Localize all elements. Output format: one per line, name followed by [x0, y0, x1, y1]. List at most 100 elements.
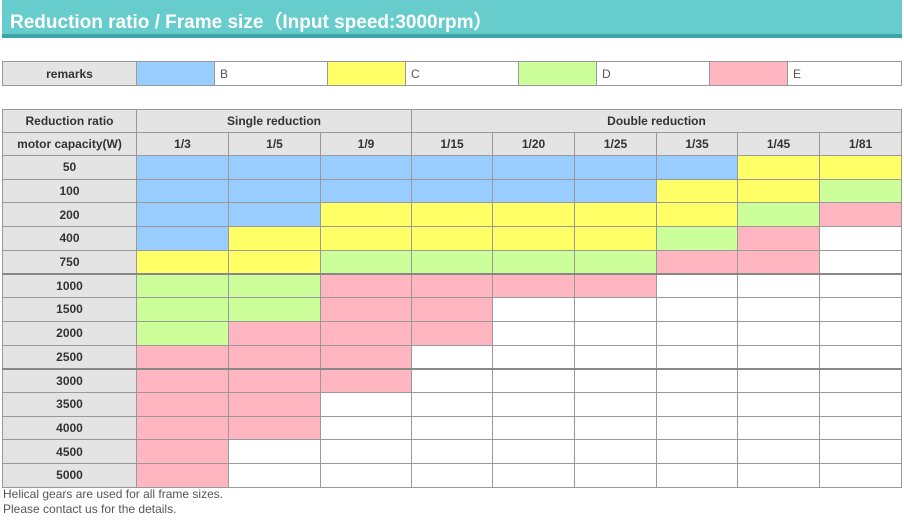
frame-cell-b	[574, 178, 657, 204]
frame-cell-empty	[574, 297, 657, 322]
capacity-cell: 3000	[2, 367, 137, 393]
table-row: 4500	[2, 439, 903, 464]
frame-cell-c	[136, 249, 229, 275]
frame-cell-e	[411, 297, 493, 322]
ratio-header: 1/35	[656, 132, 738, 156]
frame-cell-c	[228, 249, 321, 275]
frame-cell-empty	[574, 462, 657, 488]
frame-cell-b	[228, 178, 321, 204]
remarks-swatch-d	[518, 61, 597, 86]
frame-cell-b	[228, 202, 321, 228]
frame-cell-b	[411, 178, 493, 204]
frame-cell-b	[492, 178, 575, 204]
frame-cell-empty	[574, 344, 657, 370]
table-row: 2000	[2, 320, 903, 346]
frame-cell-e	[320, 272, 412, 299]
frame-cell-empty	[656, 462, 738, 488]
table-row: 400	[2, 226, 903, 251]
frame-cell-c	[320, 226, 412, 251]
frame-cell-empty	[411, 367, 493, 393]
capacity-cell: 4500	[2, 439, 137, 464]
frame-cell-empty	[818, 249, 903, 275]
remarks-code-e: E	[787, 61, 902, 86]
frame-cell-b	[320, 178, 412, 204]
frame-cell-empty	[818, 415, 903, 441]
table-row: 4000	[2, 415, 903, 441]
frame-cell-empty	[818, 462, 903, 488]
footer-note-helical: Helical gears are used for all frame siz…	[3, 487, 224, 501]
page-title: Reduction ratio / Frame size（Input speed…	[10, 12, 493, 33]
frame-cell-empty	[492, 391, 575, 417]
frame-cell-c	[574, 202, 657, 228]
frame-cell-c	[228, 226, 321, 251]
frame-cell-empty	[737, 415, 820, 441]
frame-cell-empty	[492, 415, 575, 441]
frame-cell-c	[737, 178, 820, 204]
frame-cell-empty	[818, 391, 903, 417]
frame-size-table: Reduction ratio Single reduction Double …	[2, 109, 903, 488]
frame-cell-e	[136, 415, 229, 441]
frame-cell-e	[320, 297, 412, 322]
frame-cell-e	[136, 439, 229, 464]
table-row: 3000	[2, 367, 903, 393]
ratio-header: 1/81	[818, 132, 903, 156]
frame-cell-empty	[656, 272, 738, 299]
frame-cell-empty	[656, 320, 738, 346]
frame-cell-empty	[818, 344, 903, 370]
frame-cell-e	[228, 391, 321, 417]
remarks-code-d: D	[596, 61, 710, 86]
table-row: 200	[2, 202, 903, 228]
ratio-header: 1/45	[737, 132, 820, 156]
frame-cell-c	[818, 155, 903, 180]
corner-header-ratio: Reduction ratio	[2, 109, 137, 133]
frame-cell-b	[136, 178, 229, 204]
frame-cell-empty	[737, 320, 820, 346]
frame-cell-empty	[411, 415, 493, 441]
frame-cell-d	[574, 249, 657, 275]
frame-cell-empty	[574, 415, 657, 441]
ratio-header: 1/9	[320, 132, 412, 156]
frame-cell-c	[492, 202, 575, 228]
frame-cell-b	[411, 155, 493, 180]
frame-cell-d	[228, 297, 321, 322]
frame-cell-b	[136, 226, 229, 251]
frame-cell-e	[737, 249, 820, 275]
frame-cell-c	[411, 202, 493, 228]
footer-notes: Helical gears are used for all frame siz…	[3, 487, 223, 517]
frame-cell-d	[411, 249, 493, 275]
frame-cell-e	[320, 320, 412, 346]
frame-cell-empty	[656, 391, 738, 417]
frame-cell-empty	[737, 462, 820, 488]
frame-cell-empty	[818, 226, 903, 251]
frame-cell-empty	[492, 320, 575, 346]
frame-cell-empty	[574, 367, 657, 393]
frame-cell-e	[818, 202, 903, 228]
frame-cell-b	[320, 155, 412, 180]
frame-cell-d	[492, 249, 575, 275]
table-row: 3500	[2, 391, 903, 417]
table-row: 2500	[2, 344, 903, 370]
remarks-swatch-b	[136, 61, 215, 86]
table-row: 50	[2, 155, 903, 180]
frame-cell-empty	[228, 439, 321, 464]
frame-cell-empty	[737, 272, 820, 299]
frame-cell-e	[737, 226, 820, 251]
table-row: 100	[2, 178, 903, 204]
frame-cell-e	[136, 367, 229, 393]
frame-cell-empty	[818, 320, 903, 346]
frame-cell-empty	[411, 439, 493, 464]
remarks-legend: remarks B C D E	[2, 61, 902, 86]
frame-cell-e	[136, 462, 229, 488]
frame-cell-empty	[411, 462, 493, 488]
frame-cell-c	[737, 155, 820, 180]
frame-cell-empty	[574, 320, 657, 346]
frame-cell-e	[656, 249, 738, 275]
frame-cell-empty	[320, 415, 412, 441]
table-row: 5000	[2, 462, 903, 488]
frame-cell-empty	[656, 415, 738, 441]
capacity-cell: 200	[2, 202, 137, 228]
corner-header-capacity: motor capacity(W)	[2, 132, 137, 156]
ratio-header: 1/3	[136, 132, 229, 156]
frame-cell-c	[320, 202, 412, 228]
frame-cell-d	[737, 202, 820, 228]
